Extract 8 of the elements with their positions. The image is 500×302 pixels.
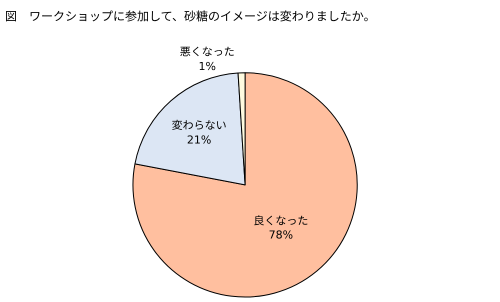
data-label: 78% xyxy=(268,228,294,242)
pie-slice xyxy=(132,72,358,298)
slice-label: 悪くなった xyxy=(180,45,235,58)
slice-label: 変わらない xyxy=(172,119,227,132)
slice-label: 良くなった xyxy=(253,214,308,228)
data-label: 1% xyxy=(198,60,216,73)
data-label: 21% xyxy=(186,133,212,146)
chart-title: 図 ワークショップに参加して、砂糖のイメージは変わりましたか。 xyxy=(5,9,376,24)
